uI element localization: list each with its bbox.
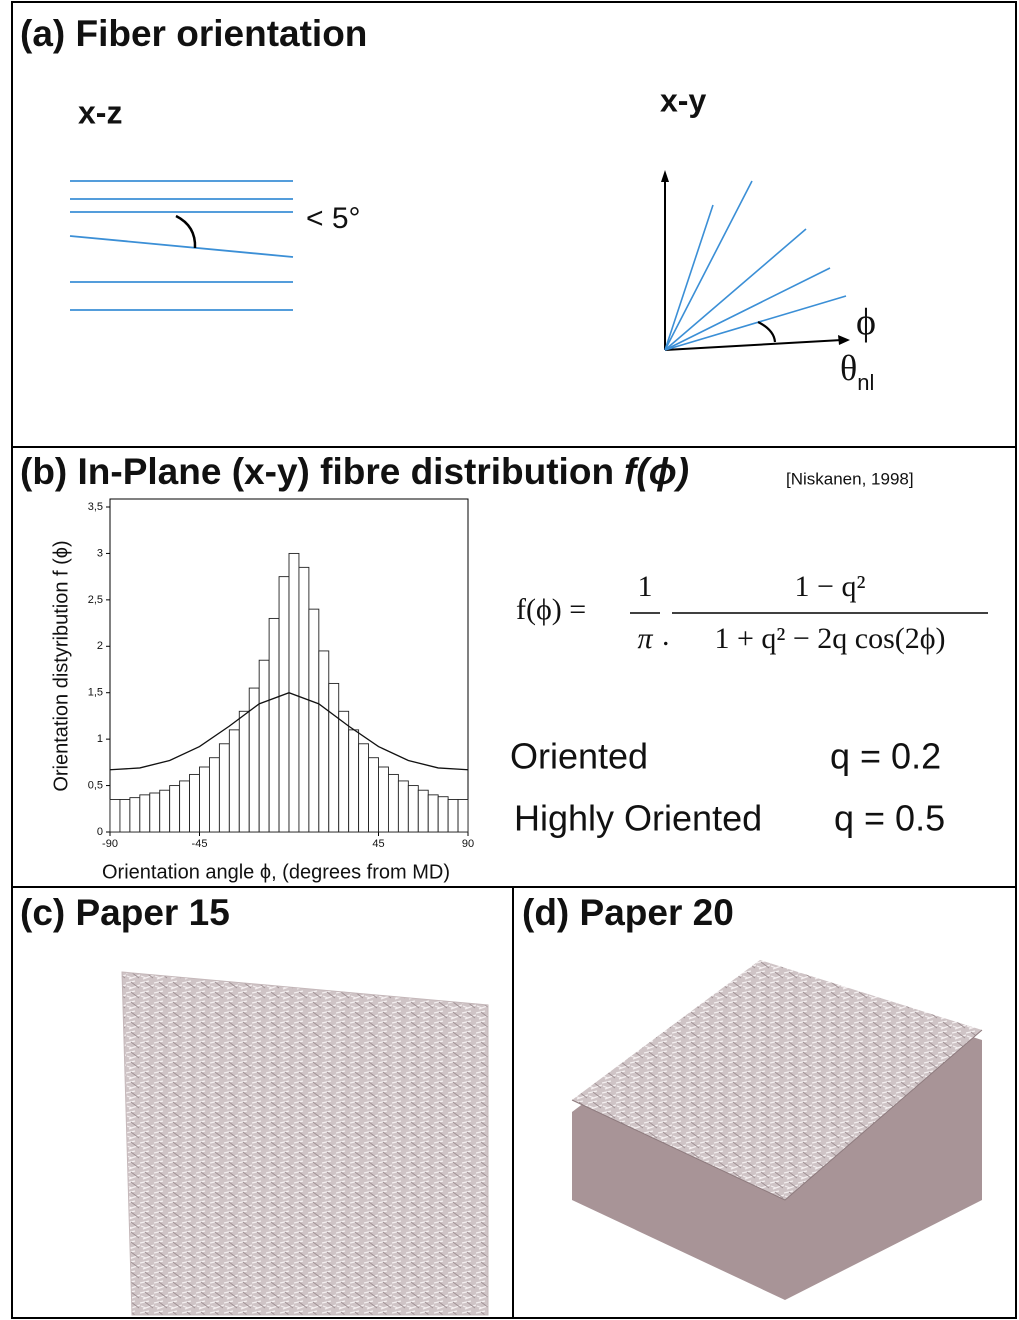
y-tick-label: 3,5 xyxy=(88,501,103,513)
bar xyxy=(398,781,408,832)
bar xyxy=(190,774,200,832)
row-label: Highly Oriented xyxy=(514,798,762,839)
bar xyxy=(229,730,239,832)
phi-label: ϕ xyxy=(856,302,876,344)
theta: θ xyxy=(840,348,857,388)
y-tick-label: 1,5 xyxy=(88,687,103,699)
view-label: x-z xyxy=(78,94,122,130)
bar xyxy=(180,781,190,832)
formula-dot: . xyxy=(662,619,670,652)
panel-title: (d) Paper 20 xyxy=(522,892,734,933)
bar xyxy=(259,660,269,832)
bar xyxy=(150,793,160,832)
y-tick-label: 3 xyxy=(97,547,103,559)
x-tick-label: -90 xyxy=(102,838,118,850)
x-axis-label: Orientation angle ϕ, (degrees from MD) xyxy=(102,861,450,883)
bar xyxy=(160,790,170,832)
formula-denominator: π xyxy=(637,622,653,655)
formula-numerator: 1 − q² xyxy=(795,570,866,603)
formula-denominator: 1 + q² − 2q cos(2ϕ) xyxy=(714,622,945,655)
theta-subscript: nl xyxy=(857,370,874,395)
bar xyxy=(428,795,438,832)
panel-title: (c) Paper 15 xyxy=(20,892,230,933)
y-tick-label: 2 xyxy=(97,640,103,652)
bar xyxy=(418,790,428,832)
bar xyxy=(388,774,398,832)
paper-scan xyxy=(122,972,488,1315)
bar xyxy=(339,711,349,832)
bar xyxy=(279,577,289,832)
x-tick-label: 90 xyxy=(462,838,474,850)
formula: f(ϕ) = 1 π . 1 − q² 1 + q² − 2q cos(2ϕ) xyxy=(516,570,988,655)
plot: 0 0,5 1 1,5 2 2,5 3 3,5 -90 -45 45 90 xyxy=(88,501,474,850)
bar xyxy=(408,786,418,832)
bar xyxy=(239,711,249,832)
y-tick-label: 0 xyxy=(97,826,103,838)
bar xyxy=(458,800,468,833)
bar xyxy=(369,758,379,832)
bar xyxy=(379,767,389,832)
bar xyxy=(319,651,329,832)
fiber-lines xyxy=(665,181,846,350)
angle-label: < 5° xyxy=(306,202,361,235)
bar xyxy=(309,609,319,832)
citation: [Niskanen, 1998] xyxy=(786,469,914,488)
formula-numerator: 1 xyxy=(638,570,653,603)
bar xyxy=(448,800,458,833)
bar xyxy=(170,786,180,832)
bar xyxy=(200,767,210,832)
fiber-lines xyxy=(70,181,293,310)
title-function: f(ϕ) xyxy=(624,451,689,492)
angle-arc xyxy=(758,322,775,342)
view-label: x-y xyxy=(660,82,706,118)
bar xyxy=(359,744,369,832)
x-tick-label: -45 xyxy=(192,838,208,850)
y-tick-label: 0,5 xyxy=(88,779,103,791)
angle-arc xyxy=(176,216,195,248)
arrow-heads xyxy=(661,170,850,345)
y-axis-label: Orientation distyribution f (ϕ) xyxy=(50,540,72,791)
bar xyxy=(110,800,120,833)
row-q: q = 0.5 xyxy=(834,798,945,839)
bar xyxy=(140,795,150,832)
y-tick-label: 1 xyxy=(97,733,103,745)
y-tick-label: 2,5 xyxy=(88,594,103,606)
figure: (a) Fiber orientation x-z < 5° x-y ϕ θnl… xyxy=(0,0,1019,1320)
x-tick-label: 45 xyxy=(372,838,384,850)
row-q: q = 0.2 xyxy=(830,736,941,777)
panel-title: (a) Fiber orientation xyxy=(20,13,367,54)
bar xyxy=(120,800,130,833)
bar xyxy=(269,618,279,832)
bar xyxy=(329,683,339,832)
formula-lhs: f(ϕ) = xyxy=(516,593,586,626)
title-text: (b) In-Plane (x-y) fibre distribution xyxy=(20,451,614,492)
bar xyxy=(219,744,229,832)
bar xyxy=(130,798,140,832)
bar xyxy=(349,730,359,832)
theta-label: θnl xyxy=(840,348,874,395)
bar xyxy=(438,797,448,832)
row-label: Oriented xyxy=(510,736,648,777)
bar xyxy=(209,758,219,832)
